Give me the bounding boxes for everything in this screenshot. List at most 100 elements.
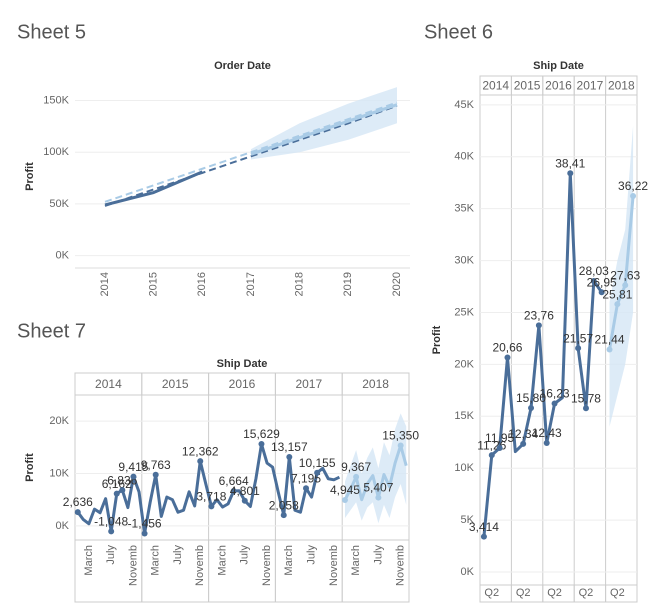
data-point [141, 530, 148, 537]
data-label: 15,80 [516, 391, 546, 405]
data-point [341, 496, 348, 503]
column-header-label: 2014 [482, 79, 509, 93]
data-point [614, 301, 621, 308]
x-tick-label: Q2 [547, 587, 562, 599]
x-tick-label: July [239, 545, 251, 565]
y-axis-title: Profit [24, 453, 36, 482]
data-label: 28,03 [579, 264, 609, 278]
y-tick-label: 30K [454, 254, 474, 266]
data-label: 12,362 [182, 444, 219, 458]
data-point [528, 404, 535, 411]
x-axis-title: Order Date [214, 60, 271, 72]
x-tick-label: July [372, 545, 384, 565]
data-label: 12,43 [532, 426, 562, 440]
y-tick-label: 15K [454, 410, 474, 422]
data-label: 9,763 [141, 458, 171, 472]
data-point [119, 487, 126, 494]
column-footer [341, 539, 410, 603]
data-label: 13,157 [271, 440, 308, 454]
x-tick-label: Novemb [328, 545, 340, 586]
data-point [241, 497, 248, 504]
x-axis-title: Ship Date [217, 358, 268, 370]
x-tick-label: Q2 [610, 587, 625, 599]
y-tick-label: 45K [454, 99, 474, 111]
data-point [230, 487, 237, 494]
data-label: 2,636 [63, 495, 93, 509]
data-point [488, 452, 495, 459]
y-tick-label: 10K [454, 462, 474, 474]
data-point [551, 400, 558, 407]
data-label: -1,456 [128, 517, 162, 531]
data-point [113, 490, 120, 497]
data-label: 15,350 [382, 429, 419, 443]
column-header-label: 2018 [362, 377, 389, 391]
data-point [197, 458, 204, 465]
data-point [567, 170, 574, 177]
data-label: 10,155 [299, 456, 336, 470]
series-line [104, 101, 398, 203]
column-header-label: 2015 [514, 79, 541, 93]
data-label: 15,78 [571, 391, 601, 405]
data-label: 20,66 [492, 341, 522, 355]
data-point [543, 439, 550, 446]
data-label: 3,718 [196, 490, 226, 504]
data-point [130, 473, 137, 480]
column-footer [605, 584, 638, 603]
x-tick-label: March [150, 545, 162, 576]
x-tick-label: March [216, 545, 228, 576]
data-point [575, 345, 582, 352]
data-label: 23,76 [524, 309, 554, 323]
data-point [286, 453, 293, 460]
data-label: 26,95 [587, 275, 617, 289]
x-tick-label: Novemb [194, 545, 206, 586]
data-point [582, 405, 589, 412]
x-tick-label: Q2 [516, 587, 531, 599]
y-tick-label: 100K [43, 146, 69, 158]
x-tick-label: Novemb [127, 545, 139, 586]
y-tick-label: 5K [461, 514, 475, 526]
data-point [496, 444, 503, 451]
column-header-label: 2016 [229, 377, 256, 391]
column-header-label: 2017 [295, 377, 322, 391]
data-point [208, 503, 215, 510]
data-point [480, 533, 487, 540]
x-tick-label: 2020 [391, 272, 403, 296]
y-tick-label: 10K [49, 467, 69, 479]
x-axis-title: Ship Date [533, 60, 584, 72]
column-header-label: 2014 [95, 377, 122, 391]
data-label: 9,367 [341, 460, 371, 474]
data-label: 16,23 [540, 387, 570, 401]
x-tick-label: 2019 [342, 272, 354, 296]
data-point [353, 473, 360, 480]
y-tick-label: 150K [43, 94, 69, 106]
data-point [504, 354, 511, 361]
data-label: 4,801 [230, 484, 260, 498]
column-header-label: 2016 [545, 79, 572, 93]
column-header-label: 2015 [162, 377, 189, 391]
x-tick-label: Novemb [395, 545, 407, 586]
x-tick-label: March [283, 545, 295, 576]
sheet-title: Sheet 5 [17, 21, 86, 43]
data-point [152, 471, 159, 478]
data-label: 5,407 [363, 481, 393, 495]
data-point [108, 528, 115, 535]
column-header [605, 75, 638, 96]
column-header-label: 2017 [577, 79, 604, 93]
data-label: 7,195 [291, 471, 321, 485]
series-line [608, 195, 635, 350]
x-tick-label: Q2 [579, 587, 594, 599]
series-line [250, 103, 398, 156]
series-line [482, 171, 603, 537]
data-label: 15,629 [243, 427, 280, 441]
x-tick-label: 2015 [148, 272, 160, 296]
data-point [375, 494, 382, 501]
data-point [314, 469, 321, 476]
data-point [520, 440, 527, 447]
x-tick-label: July [172, 545, 184, 565]
series-line [104, 170, 203, 207]
y-tick-label: 35K [454, 203, 474, 215]
series-line [104, 104, 398, 207]
data-label: 3,414 [469, 520, 499, 534]
data-label: 25,81 [602, 287, 632, 301]
y-tick-label: 0K [56, 249, 70, 261]
